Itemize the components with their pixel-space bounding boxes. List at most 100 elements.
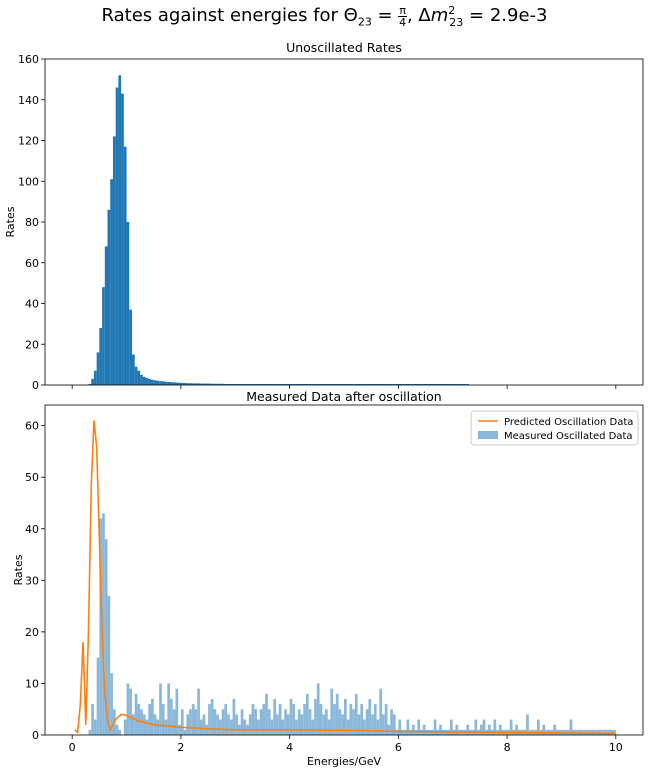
histogram-bar	[172, 709, 176, 735]
histogram-bar	[414, 383, 418, 385]
x-tick-label: 10	[609, 741, 623, 754]
histogram-bar	[411, 724, 415, 735]
histogram-bar	[392, 714, 396, 736]
histogram-bar	[368, 698, 372, 735]
title-prefix: Rates against energies for	[101, 5, 344, 26]
histogram-bar	[102, 513, 105, 735]
histogram-bar	[463, 383, 467, 385]
histogram-bar	[379, 383, 383, 385]
histogram-bar	[259, 709, 263, 735]
histogram-bar	[444, 383, 448, 385]
histogram-bar	[151, 379, 154, 385]
histogram-bar	[159, 381, 162, 385]
histogram-bar	[439, 383, 442, 385]
histogram-bar	[186, 714, 190, 736]
histogram-bar	[213, 709, 217, 735]
histogram-bar	[455, 724, 459, 735]
histogram-bar	[131, 714, 135, 736]
histogram-bar	[311, 719, 315, 735]
panel-2	[41, 404, 644, 739]
histogram-bar	[131, 354, 135, 385]
histogram-bar	[278, 704, 282, 735]
histogram-bar	[346, 719, 350, 735]
histogram-bar	[107, 595, 111, 735]
histogram-bar	[104, 246, 108, 385]
y-tick-label: 10	[25, 677, 39, 690]
histogram-bar	[352, 383, 355, 385]
histogram-bar	[602, 729, 605, 735]
histogram-bar	[237, 383, 241, 385]
legend-label-measured: Measured Oscillated Data	[504, 431, 633, 442]
histogram-bar	[493, 719, 497, 735]
histogram-bar	[134, 366, 138, 385]
x-tick-label: 0	[69, 741, 76, 754]
y-axis-label: Rates	[12, 554, 25, 585]
histogram-bar	[439, 724, 442, 735]
histogram-bar	[303, 383, 306, 385]
histogram-bar	[123, 146, 127, 385]
histogram-bar	[357, 714, 361, 736]
histogram-bar	[248, 383, 252, 385]
histogram-bar	[110, 179, 113, 385]
y-tick-label: 60	[25, 420, 39, 433]
histogram-bar	[436, 383, 440, 385]
histogram-bar	[338, 709, 342, 735]
histogram-bar	[466, 383, 470, 385]
histogram-bar	[333, 383, 336, 385]
histogram-bar	[460, 383, 464, 385]
histogram-bar	[151, 698, 154, 735]
histogram-bar	[403, 729, 407, 735]
y-tick-label: 80	[25, 216, 39, 229]
histogram-bar	[414, 729, 418, 735]
histogram-bar	[594, 729, 597, 735]
title-m-sub: 23	[449, 15, 464, 29]
histogram-bar	[267, 709, 271, 735]
histogram-bar	[341, 383, 344, 385]
histogram-bar	[178, 724, 181, 735]
histogram-bar	[387, 724, 391, 735]
histogram-bar	[297, 383, 301, 385]
histogram-bar	[286, 714, 290, 736]
histogram-bar	[354, 693, 358, 735]
histogram-bar	[235, 383, 238, 385]
histogram-bar	[319, 383, 323, 385]
histogram-bar	[235, 714, 238, 736]
histogram-bar	[161, 381, 165, 385]
histogram-bar	[384, 704, 388, 735]
histogram-bar	[284, 383, 287, 385]
y-tick-label: 160	[18, 53, 39, 66]
histogram-bar	[240, 709, 244, 735]
histogram-bar	[349, 383, 353, 385]
histogram-bar	[406, 719, 410, 735]
histogram-bar	[123, 719, 127, 735]
histogram-bar	[254, 709, 258, 735]
histogram-bar	[178, 382, 181, 385]
histogram-bar	[316, 383, 320, 385]
x-tick-label: 2	[177, 741, 184, 754]
histogram-bar	[227, 383, 230, 385]
histogram-bar	[251, 704, 255, 735]
histogram-bar	[368, 383, 372, 385]
histogram-bar	[344, 698, 347, 735]
histogram-bar	[281, 383, 285, 385]
histogram-bar	[267, 383, 271, 385]
histogram-bar	[129, 309, 132, 385]
y-tick-label: 50	[25, 471, 39, 484]
histogram-bar	[137, 704, 141, 735]
histogram-bar	[208, 704, 211, 735]
histogram-bar	[93, 719, 97, 735]
histogram-bar	[232, 698, 236, 735]
histogram-bar	[99, 327, 103, 385]
histogram-bar	[118, 729, 122, 735]
histogram-bar	[262, 704, 266, 735]
histogram-bar	[153, 380, 157, 385]
histogram-bar	[121, 93, 124, 385]
histogram-bar	[210, 383, 214, 385]
histogram-bar	[137, 370, 141, 385]
histogram-bar	[596, 729, 600, 735]
y-tick-label: 30	[25, 574, 39, 587]
histogram-bar	[401, 729, 404, 735]
histogram-bar	[91, 378, 94, 385]
